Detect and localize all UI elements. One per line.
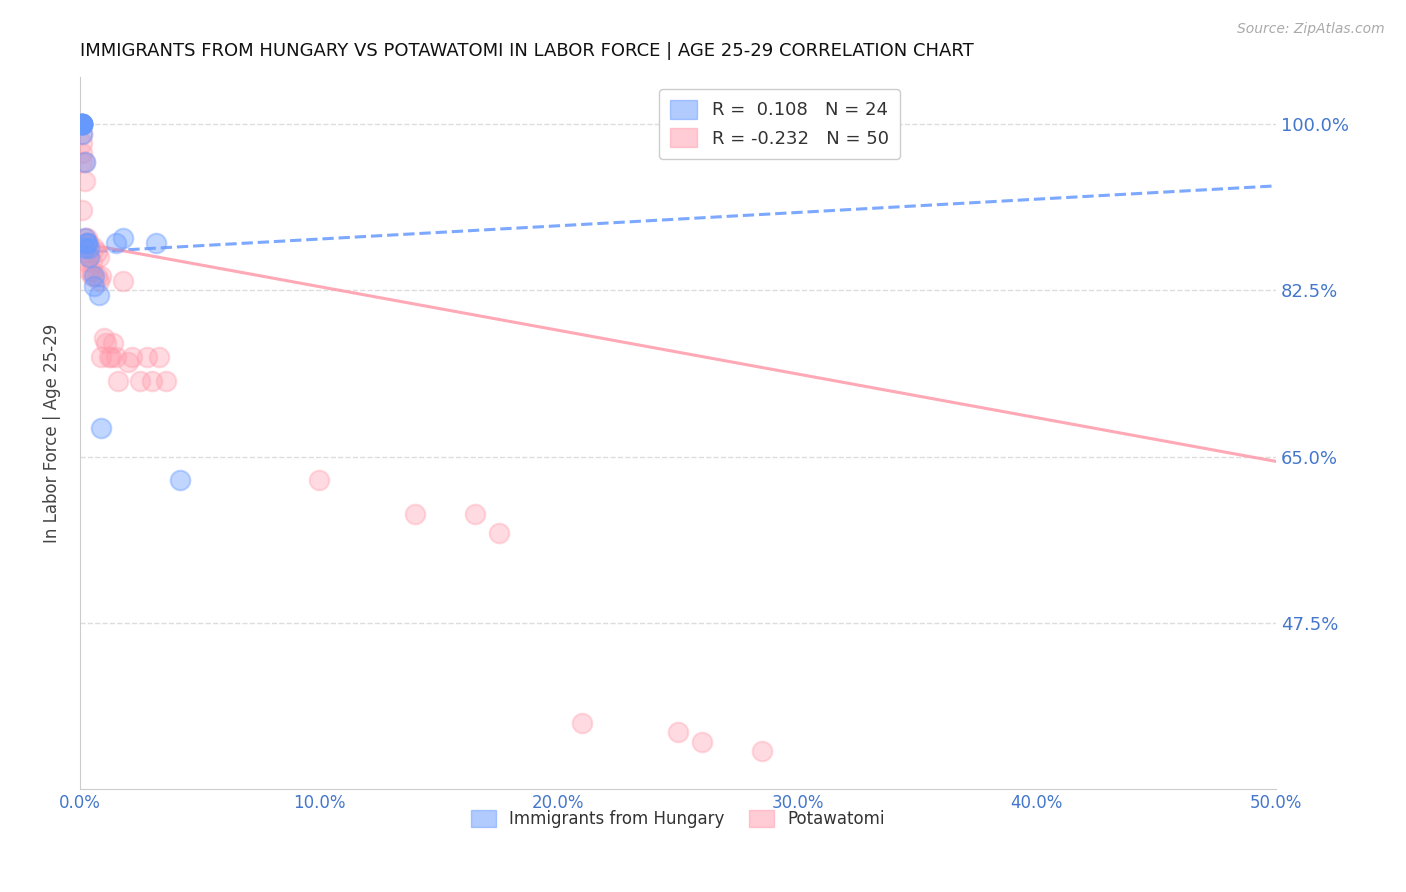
Point bbox=[79, 264, 101, 278]
Point bbox=[169, 474, 191, 488]
Point bbox=[72, 117, 94, 131]
Text: Source: ZipAtlas.com: Source: ZipAtlas.com bbox=[1237, 22, 1385, 37]
Point bbox=[72, 155, 94, 169]
Point bbox=[86, 269, 108, 284]
Point bbox=[104, 235, 127, 250]
Point bbox=[73, 155, 96, 169]
Point bbox=[121, 350, 143, 364]
Point bbox=[80, 269, 103, 284]
Point bbox=[103, 335, 125, 350]
Point bbox=[73, 155, 96, 169]
Point bbox=[90, 421, 112, 435]
Point bbox=[72, 127, 94, 141]
Point bbox=[751, 744, 773, 758]
Point bbox=[690, 735, 713, 749]
Point bbox=[111, 274, 134, 288]
Point bbox=[87, 250, 110, 264]
Point bbox=[73, 231, 96, 245]
Point bbox=[148, 350, 170, 364]
Point bbox=[79, 250, 101, 264]
Point bbox=[107, 374, 129, 388]
Point bbox=[488, 525, 510, 540]
Point bbox=[72, 117, 94, 131]
Point bbox=[79, 250, 101, 264]
Point bbox=[308, 474, 330, 488]
Point bbox=[141, 374, 163, 388]
Point bbox=[571, 715, 593, 730]
Point bbox=[100, 350, 122, 364]
Point bbox=[73, 245, 96, 260]
Point bbox=[72, 117, 94, 131]
Point bbox=[90, 269, 112, 284]
Point bbox=[79, 241, 101, 255]
Point bbox=[404, 507, 426, 521]
Point bbox=[72, 117, 94, 131]
Point bbox=[97, 350, 120, 364]
Point bbox=[83, 241, 105, 255]
Point bbox=[76, 245, 98, 260]
Point bbox=[76, 231, 98, 245]
Point bbox=[72, 117, 94, 131]
Point bbox=[72, 145, 94, 160]
Point bbox=[155, 374, 177, 388]
Legend: Immigrants from Hungary, Potawatomi: Immigrants from Hungary, Potawatomi bbox=[464, 803, 891, 834]
Point bbox=[80, 264, 103, 278]
Point bbox=[93, 331, 115, 345]
Point bbox=[145, 235, 167, 250]
Y-axis label: In Labor Force | Age 25-29: In Labor Force | Age 25-29 bbox=[44, 323, 60, 542]
Point bbox=[79, 235, 101, 250]
Point bbox=[80, 255, 103, 269]
Point bbox=[76, 235, 98, 250]
Point bbox=[117, 354, 139, 368]
Point bbox=[83, 278, 105, 293]
Point bbox=[72, 117, 94, 131]
Point bbox=[73, 174, 96, 188]
Point bbox=[76, 255, 98, 269]
Point bbox=[73, 241, 96, 255]
Point bbox=[87, 288, 110, 302]
Point bbox=[72, 202, 94, 217]
Point bbox=[72, 136, 94, 150]
Point bbox=[76, 235, 98, 250]
Text: IMMIGRANTS FROM HUNGARY VS POTAWATOMI IN LABOR FORCE | AGE 25-29 CORRELATION CHA: IMMIGRANTS FROM HUNGARY VS POTAWATOMI IN… bbox=[80, 42, 973, 60]
Point bbox=[72, 117, 94, 131]
Point bbox=[76, 235, 98, 250]
Point bbox=[666, 725, 689, 739]
Point bbox=[111, 231, 134, 245]
Point bbox=[72, 117, 94, 131]
Point bbox=[96, 335, 118, 350]
Point bbox=[104, 350, 127, 364]
Point bbox=[464, 507, 486, 521]
Point bbox=[87, 274, 110, 288]
Point bbox=[72, 127, 94, 141]
Point bbox=[83, 269, 105, 284]
Point bbox=[128, 374, 150, 388]
Point bbox=[72, 117, 94, 131]
Point bbox=[90, 350, 112, 364]
Point bbox=[73, 231, 96, 245]
Point bbox=[135, 350, 157, 364]
Point bbox=[86, 245, 108, 260]
